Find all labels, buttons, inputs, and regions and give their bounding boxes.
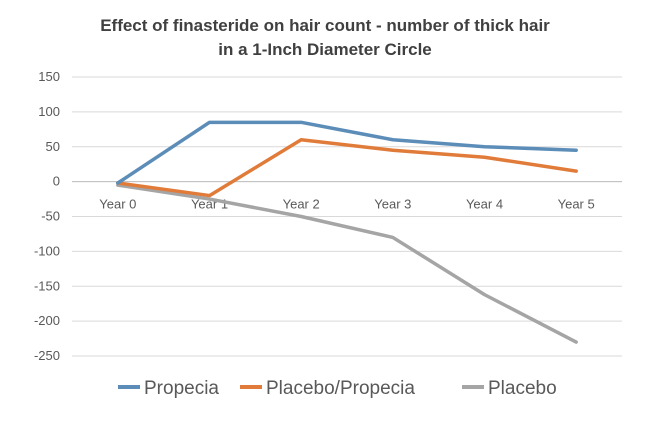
chart-title-line-2: in a 1-Inch Diameter Circle	[218, 40, 432, 59]
legend-label: Propecia	[144, 378, 219, 399]
x-tick-label: Year 3	[374, 197, 411, 212]
x-tick-label: Year 5	[558, 197, 595, 212]
x-tick-label: Year 0	[99, 197, 136, 212]
chart-title: Effect of finasteride on hair count - nu…	[0, 14, 650, 62]
y-tick-label: 100	[38, 104, 60, 119]
series-line-propecia	[116, 120, 578, 185]
x-tick-label: Year 4	[466, 197, 503, 212]
series-line-placebo	[116, 183, 578, 344]
y-tick-label: -250	[34, 348, 60, 363]
y-tick-label: 50	[46, 139, 60, 154]
y-tick-label: -50	[41, 209, 60, 224]
x-tick-label: Year 2	[283, 197, 320, 212]
chart-title-line-1: Effect of finasteride on hair count - nu…	[100, 16, 550, 35]
y-tick-label: 150	[38, 69, 60, 84]
legend-label: Placebo	[488, 378, 557, 399]
y-tick-label: 0	[53, 174, 60, 189]
y-tick-label: -100	[34, 243, 60, 258]
y-tick-label: -150	[34, 278, 60, 293]
legend-label: Placebo/Propecia	[266, 378, 415, 399]
series-line-placebo-propecia	[116, 138, 578, 198]
y-tick-label: -200	[34, 313, 60, 328]
